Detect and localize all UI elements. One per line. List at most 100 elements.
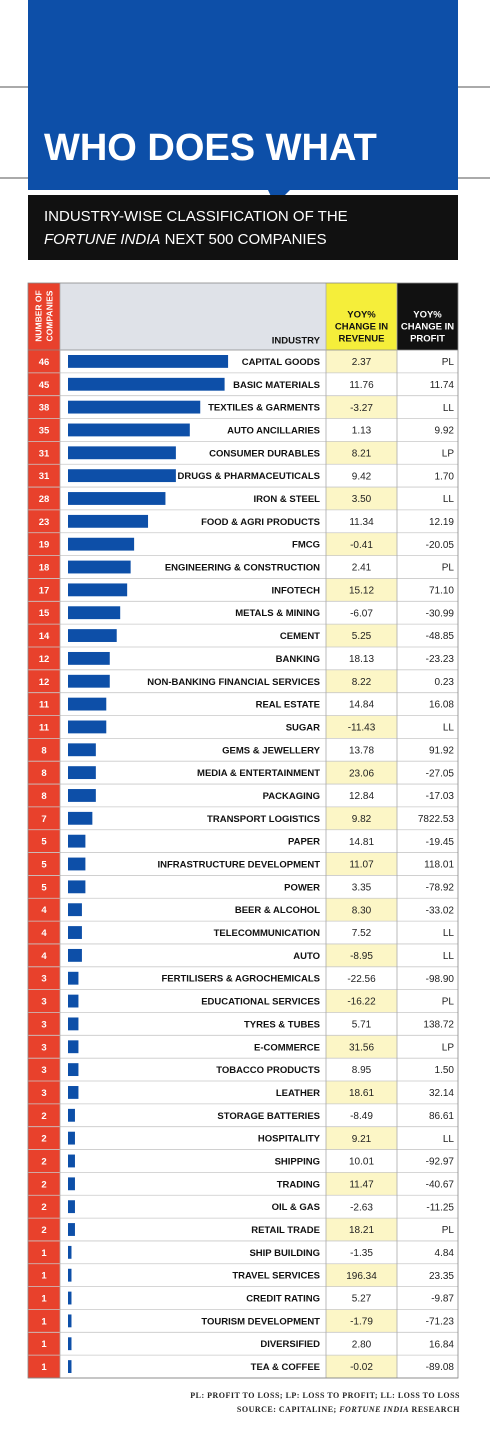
subtitle-rest: NEXT 500 COMPANIES: [165, 231, 327, 248]
bar: [68, 1154, 75, 1168]
revenue: 2.37: [352, 357, 372, 368]
count-cell: [28, 464, 60, 488]
profit: PL: [442, 997, 455, 1008]
bar: [68, 446, 176, 460]
profit: 16.84: [429, 1339, 454, 1350]
header-label: CHANGE IN: [335, 322, 388, 333]
bar: [68, 1337, 72, 1351]
revenue: 1.13: [352, 426, 372, 437]
subtitle-italic: FORTUNE INDIA: [44, 231, 160, 248]
count-cell: [28, 578, 60, 602]
count: 2: [41, 1156, 46, 1167]
revenue-cell: [326, 395, 397, 419]
revenue-cell: [326, 1035, 397, 1059]
count-cell: [28, 715, 60, 739]
bar: [68, 355, 229, 368]
industry: TEA & COFFEE: [251, 1362, 320, 1373]
title: WHO DOES WHAT: [44, 127, 377, 169]
profit: -20.05: [426, 540, 455, 551]
count-cell: [28, 1355, 60, 1378]
profit: 11.74: [430, 380, 455, 391]
bar: [68, 674, 110, 688]
bar: [68, 606, 121, 620]
industry: PACKAGING: [263, 791, 320, 802]
header-label: COMPANIES: [44, 290, 54, 341]
count-cell: [28, 1081, 60, 1104]
revenue: 14.81: [349, 837, 374, 848]
revenue: 11.34: [349, 517, 374, 528]
revenue: 11.47: [349, 1179, 374, 1190]
count-cell: [28, 738, 60, 762]
industry: TRADING: [277, 1179, 320, 1190]
profit: -19.45: [426, 837, 455, 848]
industry: TOBACCO PRODUCTS: [216, 1065, 320, 1076]
revenue: 2.80: [352, 1339, 372, 1350]
industry: HOSPITALITY: [258, 1134, 321, 1145]
bar: [68, 880, 86, 894]
bar: [68, 1223, 75, 1236]
count: 1: [41, 1362, 47, 1373]
footnote: PL: PROFIT TO LOSS; LP: LOSS TO PROFIT; …: [190, 1391, 460, 1400]
profit: 0.23: [435, 677, 455, 688]
profit: -9.87: [431, 1294, 454, 1305]
revenue: 11.07: [349, 860, 374, 871]
profit: -33.02: [426, 905, 455, 916]
revenue-cell: [326, 806, 397, 830]
count: 3: [41, 1065, 46, 1076]
revenue: 15.12: [349, 586, 374, 597]
count-cell: [28, 624, 60, 647]
count: 1: [41, 1294, 47, 1305]
revenue: 9.82: [352, 814, 372, 825]
profit: 118.01: [424, 860, 454, 871]
subtitle-box: [28, 195, 458, 260]
count-cell: [28, 372, 60, 396]
profit: 1.50: [435, 1065, 455, 1076]
industry: E-COMMERCE: [254, 1042, 320, 1053]
industry: BANKING: [276, 654, 320, 665]
revenue: -1.35: [350, 1248, 373, 1259]
count: 3: [41, 1019, 46, 1030]
count-cell: [28, 966, 60, 990]
count: 2: [41, 1134, 46, 1145]
profit: -71.23: [426, 1317, 455, 1328]
bar: [68, 423, 190, 437]
profit: LL: [443, 951, 455, 962]
profit: 4.84: [435, 1248, 455, 1259]
count-cell: [28, 669, 60, 693]
industry: NON-BANKING FINANCIAL SERVICES: [147, 677, 320, 688]
profit: LP: [442, 1042, 455, 1053]
industry: CEMENT: [280, 631, 320, 642]
bar: [68, 926, 82, 939]
revenue: 18.13: [349, 654, 374, 665]
table-border: [27, 282, 459, 1379]
subtitle: FORTUNE INDIA NEXT 500 COMPANIES: [44, 231, 327, 248]
count: 8: [41, 768, 46, 779]
revenue-cell: [326, 943, 397, 967]
count: 38: [39, 403, 50, 414]
bar: [68, 857, 86, 871]
count: 11: [39, 722, 50, 733]
count-cell: [28, 829, 60, 853]
profit: LP: [442, 448, 455, 459]
count-cell: [28, 1309, 60, 1333]
industry: FERTILISERS & AGROCHEMICALS: [161, 974, 320, 985]
count: 1: [41, 1271, 47, 1282]
count: 8: [41, 791, 46, 802]
count-cell: [28, 921, 60, 944]
count: 3: [41, 974, 46, 985]
count: 28: [39, 494, 50, 505]
bar: [68, 948, 82, 962]
bar: [68, 743, 96, 757]
count: 3: [41, 997, 46, 1008]
count: 5: [41, 837, 47, 848]
source-italic: FORTUNE INDIA: [338, 1405, 409, 1414]
count: 31: [39, 448, 50, 459]
revenue-cell: [326, 989, 397, 1013]
count-cell: [28, 898, 60, 922]
count-cell: [28, 601, 60, 625]
profit: -48.85: [426, 631, 455, 642]
count-cell: [28, 532, 60, 556]
industry: RETAIL TRADE: [251, 1225, 320, 1236]
revenue-cell: [326, 715, 397, 739]
revenue: 8.95: [352, 1065, 372, 1076]
